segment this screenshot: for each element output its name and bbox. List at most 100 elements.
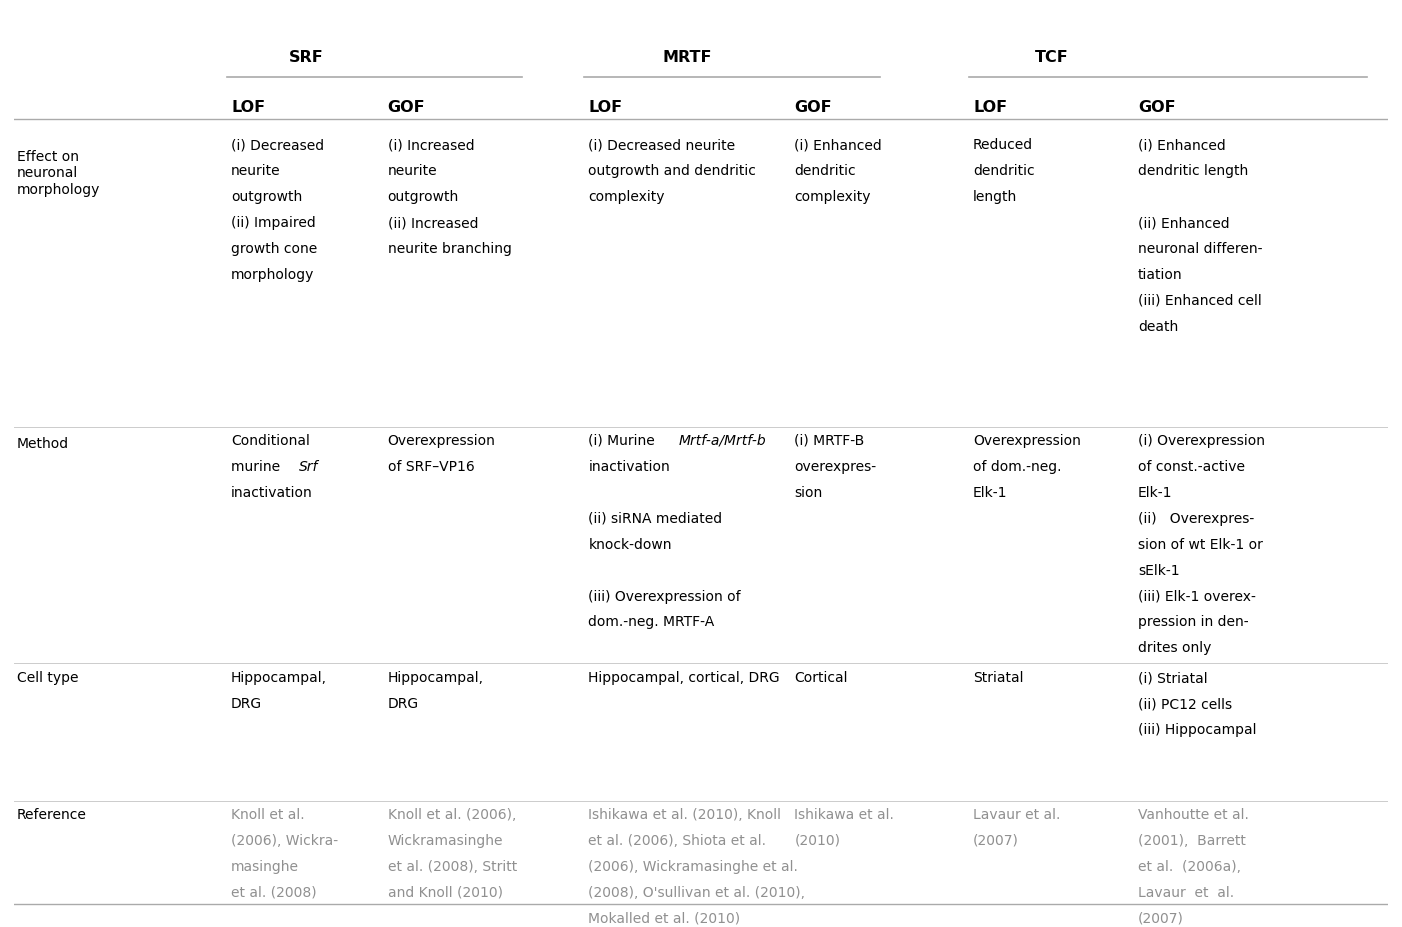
Text: MRTF: MRTF: [663, 50, 712, 65]
Text: Vanhoutte et al.: Vanhoutte et al.: [1138, 806, 1249, 821]
Text: Lavaur et al.: Lavaur et al.: [973, 806, 1060, 821]
Text: (ii)   Overexpres-: (ii) Overexpres-: [1138, 511, 1255, 526]
Text: Hippocampal,: Hippocampal,: [231, 670, 327, 685]
Text: Conditional: Conditional: [231, 434, 310, 448]
Text: (i) Decreased: (i) Decreased: [231, 138, 324, 152]
Text: (i) Striatal: (i) Striatal: [1138, 670, 1207, 685]
Text: (i) Enhanced: (i) Enhanced: [795, 138, 882, 152]
Text: complexity: complexity: [589, 190, 665, 204]
Text: inactivation: inactivation: [589, 460, 670, 474]
Text: and Knoll (2010): and Knoll (2010): [388, 884, 503, 898]
Text: et al.  (2006a),: et al. (2006a),: [1138, 858, 1241, 872]
Text: Srf: Srf: [299, 460, 318, 474]
Text: length: length: [973, 190, 1018, 204]
Text: Cell type: Cell type: [17, 670, 79, 685]
Text: Ishikawa et al.: Ishikawa et al.: [795, 806, 894, 821]
Text: sion: sion: [795, 486, 823, 500]
Text: pression in den-: pression in den-: [1138, 615, 1249, 629]
Text: of SRF–VP16: of SRF–VP16: [388, 460, 474, 474]
Text: Method: Method: [17, 437, 69, 451]
Text: outgrowth: outgrowth: [388, 190, 458, 204]
Text: Effect on
neuronal
morphology: Effect on neuronal morphology: [17, 150, 100, 197]
Text: Lavaur  et  al.: Lavaur et al.: [1138, 884, 1234, 898]
Text: (i) Murine: (i) Murine: [589, 434, 659, 448]
Text: neurite branching: neurite branching: [388, 242, 512, 256]
Text: dendritic: dendritic: [795, 164, 857, 178]
Text: Elk-1: Elk-1: [973, 486, 1008, 500]
Text: neuronal differen-: neuronal differen-: [1138, 242, 1262, 256]
Text: outgrowth and dendritic: outgrowth and dendritic: [589, 164, 756, 178]
Text: Overexpression: Overexpression: [973, 434, 1081, 448]
Text: Wickramasinghe: Wickramasinghe: [388, 832, 503, 846]
Text: (i) Increased: (i) Increased: [388, 138, 474, 152]
Text: (2008), O'sullivan et al. (2010),: (2008), O'sullivan et al. (2010),: [589, 884, 805, 898]
Text: GOF: GOF: [388, 100, 425, 115]
Text: TCF: TCF: [1035, 50, 1068, 65]
Text: DRG: DRG: [231, 696, 262, 710]
Text: (iii) Enhanced cell: (iii) Enhanced cell: [1138, 294, 1262, 308]
Text: knock-down: knock-down: [589, 537, 672, 551]
Text: sion of wt Elk-1 or: sion of wt Elk-1 or: [1138, 537, 1263, 551]
Text: et al. (2008), Stritt: et al. (2008), Stritt: [388, 858, 517, 872]
Text: Hippocampal,: Hippocampal,: [388, 670, 484, 685]
Text: growth cone: growth cone: [231, 242, 317, 256]
Text: LOF: LOF: [231, 100, 265, 115]
Text: (ii) Impaired: (ii) Impaired: [231, 216, 315, 230]
Text: Mrtf-a/Mrtf-b: Mrtf-a/Mrtf-b: [679, 434, 765, 448]
Text: LOF: LOF: [589, 100, 622, 115]
Text: (2001),  Barrett: (2001), Barrett: [1138, 832, 1246, 846]
Text: complexity: complexity: [795, 190, 871, 204]
Text: inactivation: inactivation: [231, 486, 313, 500]
Text: (ii) Increased: (ii) Increased: [388, 216, 478, 230]
Text: GOF: GOF: [1138, 100, 1175, 115]
Text: of const.-active: of const.-active: [1138, 460, 1245, 474]
Text: (i) MRTF-B: (i) MRTF-B: [795, 434, 865, 448]
Text: Ishikawa et al. (2010), Knoll: Ishikawa et al. (2010), Knoll: [589, 806, 781, 821]
Text: Reduced: Reduced: [973, 138, 1033, 152]
Text: Knoll et al. (2006),: Knoll et al. (2006),: [388, 806, 516, 821]
Text: (ii) Enhanced: (ii) Enhanced: [1138, 216, 1230, 230]
Text: (iii) Elk-1 overex-: (iii) Elk-1 overex-: [1138, 589, 1256, 603]
Text: DRG: DRG: [388, 696, 419, 710]
Text: dendritic length: dendritic length: [1138, 164, 1248, 178]
Text: (i) Decreased neurite: (i) Decreased neurite: [589, 138, 736, 152]
Text: sElk-1: sElk-1: [1138, 563, 1179, 577]
Text: et al. (2006), Shiota et al.: et al. (2006), Shiota et al.: [589, 832, 767, 846]
Text: (i) Overexpression: (i) Overexpression: [1138, 434, 1265, 448]
Text: morphology: morphology: [231, 268, 314, 282]
Text: outgrowth: outgrowth: [231, 190, 303, 204]
Text: GOF: GOF: [795, 100, 831, 115]
Text: of dom.-neg.: of dom.-neg.: [973, 460, 1061, 474]
Text: (2010): (2010): [795, 832, 840, 846]
Text: drites only: drites only: [1138, 641, 1211, 654]
Text: (2007): (2007): [973, 832, 1019, 846]
Text: (ii) PC12 cells: (ii) PC12 cells: [1138, 696, 1232, 710]
Text: dendritic: dendritic: [973, 164, 1035, 178]
Text: (i) Enhanced: (i) Enhanced: [1138, 138, 1225, 152]
Text: Mokalled et al. (2010): Mokalled et al. (2010): [589, 910, 740, 924]
Text: Overexpression: Overexpression: [388, 434, 496, 448]
Text: SRF: SRF: [289, 50, 324, 65]
Text: LOF: LOF: [973, 100, 1007, 115]
Text: (iii) Hippocampal: (iii) Hippocampal: [1138, 722, 1256, 736]
Text: et al. (2008): et al. (2008): [231, 884, 317, 898]
Text: dom.-neg. MRTF-A: dom.-neg. MRTF-A: [589, 615, 715, 629]
Text: (2007): (2007): [1138, 910, 1183, 924]
Text: Reference: Reference: [17, 806, 87, 821]
Text: overexpres-: overexpres-: [795, 460, 876, 474]
Text: death: death: [1138, 320, 1178, 334]
Text: (2006), Wickramasinghe et al.: (2006), Wickramasinghe et al.: [589, 858, 798, 872]
Text: masinghe: masinghe: [231, 858, 299, 872]
Text: neurite: neurite: [388, 164, 437, 178]
Text: murine: murine: [231, 460, 285, 474]
Text: (2006), Wickra-: (2006), Wickra-: [231, 832, 338, 846]
Text: Knoll et al.: Knoll et al.: [231, 806, 304, 821]
Text: (iii) Overexpression of: (iii) Overexpression of: [589, 589, 742, 603]
Text: Hippocampal, cortical, DRG: Hippocampal, cortical, DRG: [589, 670, 780, 685]
Text: Elk-1: Elk-1: [1138, 486, 1172, 500]
Text: (ii) siRNA mediated: (ii) siRNA mediated: [589, 511, 722, 526]
Text: Striatal: Striatal: [973, 670, 1023, 685]
Text: Cortical: Cortical: [795, 670, 848, 685]
Text: neurite: neurite: [231, 164, 280, 178]
Text: tiation: tiation: [1138, 268, 1182, 282]
